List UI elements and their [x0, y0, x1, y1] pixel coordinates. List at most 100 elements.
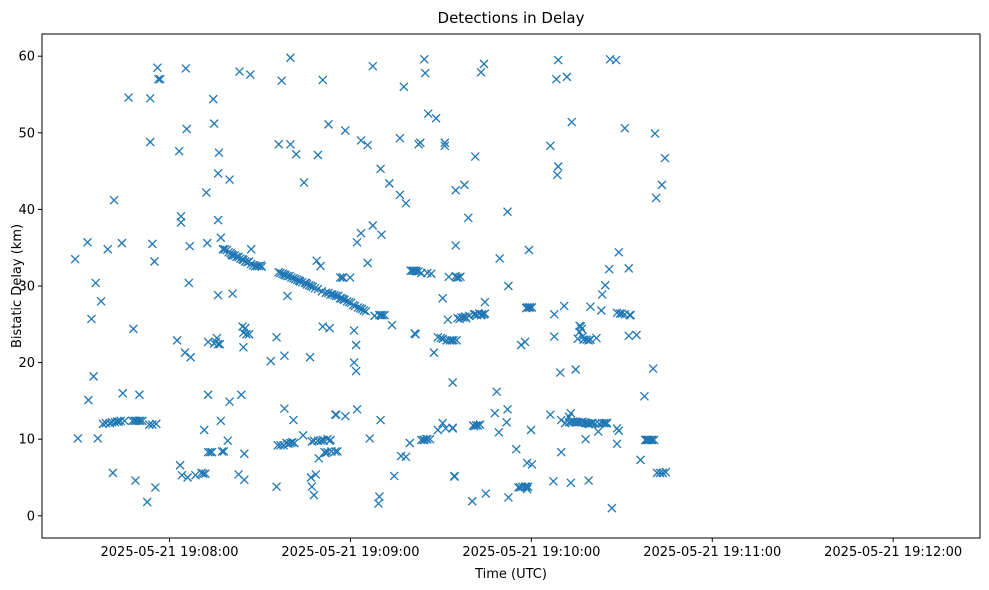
- data-point-125: [266, 356, 276, 366]
- data-point-367: [545, 141, 555, 151]
- data-point-138: [279, 351, 289, 361]
- data-point-49: [176, 217, 186, 227]
- x-tick-label: 2025-05-21 19:10:00: [462, 545, 600, 560]
- data-point-218: [345, 273, 355, 283]
- data-point-173: [310, 283, 320, 293]
- data-point-363: [525, 302, 535, 312]
- data-point-289: [438, 293, 448, 303]
- data-point-11: [103, 244, 113, 254]
- data-point-221: [349, 325, 359, 335]
- data-point-303: [450, 472, 459, 482]
- data-point-41: [151, 419, 161, 429]
- data-point-373: [552, 170, 562, 180]
- data-point-333: [477, 309, 487, 319]
- data-point-152: [289, 438, 299, 448]
- data-point-167: [306, 473, 316, 482]
- data-point-33: [142, 497, 152, 507]
- data-point-236: [363, 258, 373, 268]
- data-point-407: [584, 335, 594, 345]
- data-point-423: [600, 280, 610, 290]
- data-point-238: [368, 61, 378, 71]
- data-point-256: [399, 82, 409, 92]
- data-point-147: [285, 438, 295, 448]
- data-point-368: [545, 410, 555, 420]
- x-tick-label: 2025-05-21 19:11:00: [643, 545, 781, 560]
- y-tick-label: 60: [18, 50, 35, 65]
- data-point-15: [109, 195, 119, 205]
- data-point-226: [352, 404, 362, 414]
- data-point-81: [216, 416, 226, 426]
- y-tick-label: 10: [18, 433, 35, 448]
- data-point-278: [422, 434, 432, 444]
- data-point-149: [287, 437, 297, 447]
- y-tick-label: 40: [18, 203, 35, 218]
- data-point-445: [639, 391, 649, 401]
- data-point-3: [83, 395, 93, 405]
- data-point-122: [254, 261, 264, 271]
- data-point-246: [376, 310, 386, 320]
- data-point-54: [183, 473, 193, 482]
- data-point-31: [135, 416, 145, 426]
- data-point-62: [200, 469, 210, 479]
- data-point-44: [155, 74, 165, 84]
- data-point-364: [526, 425, 536, 435]
- data-point-356: [521, 482, 531, 492]
- data-point-4: [86, 314, 96, 324]
- data-point-318: [463, 213, 473, 223]
- data-point-346: [503, 492, 513, 502]
- data-point-455: [650, 129, 660, 139]
- data-point-305: [451, 240, 461, 250]
- data-point-348: [511, 444, 521, 454]
- data-point-244: [376, 164, 386, 174]
- data-point-387: [567, 117, 577, 127]
- data-point-384: [566, 478, 576, 488]
- data-point-444: [636, 455, 645, 465]
- data-point-362: [524, 302, 534, 312]
- data-point-181: [316, 261, 326, 271]
- data-point-130: [274, 139, 284, 149]
- data-point-23: [124, 93, 133, 103]
- data-point-55: [184, 278, 194, 288]
- data-point-345: [503, 404, 512, 414]
- data-point-332: [476, 67, 486, 77]
- data-point-20: [117, 238, 127, 248]
- data-point-117: [246, 244, 256, 254]
- data-point-290: [440, 138, 450, 148]
- data-point-69: [207, 447, 217, 457]
- data-point-137: [279, 404, 289, 414]
- data-point-7: [93, 433, 103, 443]
- data-point-205: [333, 446, 342, 456]
- data-point-417: [593, 427, 603, 436]
- data-point-369: [548, 476, 558, 486]
- data-point-385: [566, 408, 576, 418]
- data-point-437: [620, 123, 630, 133]
- data-point-328: [473, 420, 483, 430]
- data-point-443: [632, 330, 642, 340]
- data-point-343: [502, 417, 512, 427]
- data-point-462: [661, 467, 671, 477]
- data-point-194: [325, 323, 335, 333]
- data-point-169: [307, 482, 317, 492]
- data-point-251: [387, 320, 397, 330]
- data-point-360: [523, 482, 533, 492]
- data-point-336: [480, 297, 490, 307]
- data-point-252: [389, 471, 399, 481]
- data-point-249: [380, 310, 389, 320]
- data-point-203: [331, 410, 341, 420]
- data-point-330: [475, 420, 485, 430]
- data-point-452: [647, 435, 657, 445]
- data-point-70: [208, 94, 218, 104]
- data-point-433: [614, 247, 624, 257]
- data-point-1: [73, 433, 83, 443]
- data-point-439: [624, 263, 634, 273]
- data-point-58: [191, 470, 200, 480]
- data-point-301: [449, 335, 459, 345]
- data-point-442: [626, 310, 636, 320]
- data-point-38: [147, 239, 157, 249]
- data-point-142: [282, 291, 292, 301]
- data-point-300: [448, 424, 458, 433]
- data-point-374: [553, 55, 563, 65]
- data-markers: [70, 53, 671, 513]
- data-point-208: [335, 273, 345, 283]
- data-point-371: [549, 309, 559, 319]
